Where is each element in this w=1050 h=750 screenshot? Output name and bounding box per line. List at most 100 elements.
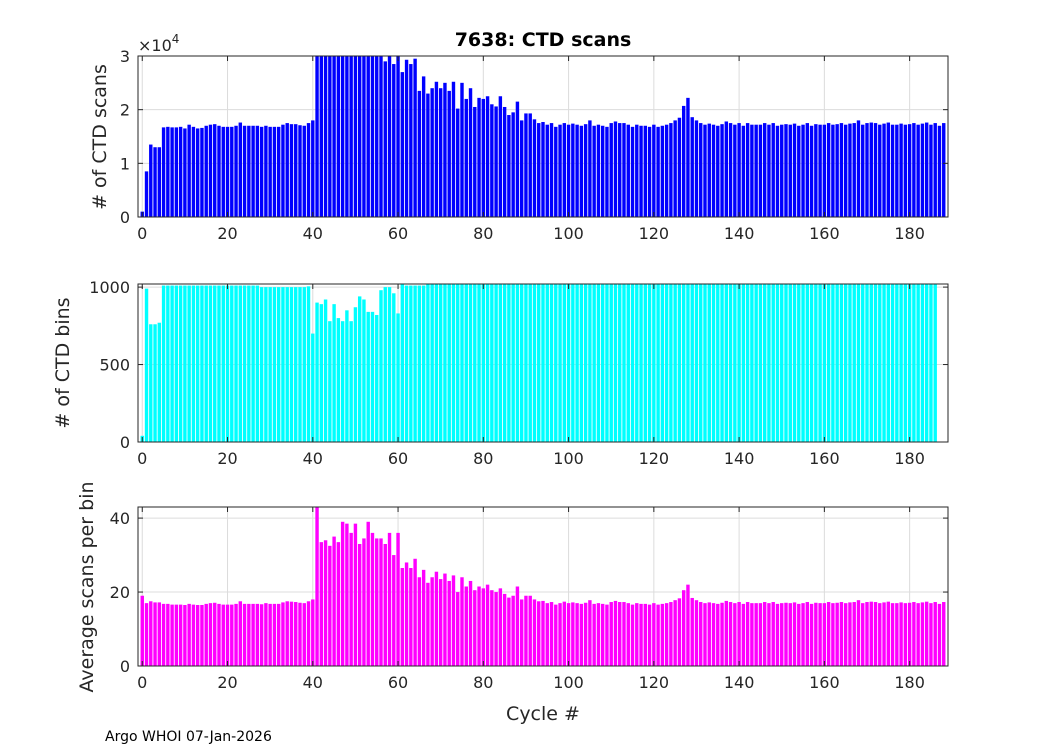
ctd-scans-bar — [430, 88, 434, 217]
ctd-scans-bar — [400, 72, 405, 217]
avg-scans-bar — [703, 603, 707, 666]
ctd-bins-bar — [775, 284, 780, 442]
avg-scans-bar — [481, 588, 486, 666]
ctd-scans-bar — [477, 97, 481, 217]
ctd-bins-bar — [818, 284, 822, 442]
ctd-scans-bar — [434, 81, 439, 217]
avg-scans-bar — [259, 604, 264, 666]
ctd-scans-bar — [694, 120, 699, 217]
ctd-scans-bar — [699, 123, 703, 217]
avg-scans-xtick-label: 80 — [473, 673, 493, 692]
ctd-scans-panel: 0 20 40 60 80 100 120 140 160 180 0 1 2 3 # of CTD s… — [89, 29, 949, 243]
avg-scans-bar — [178, 604, 183, 666]
ctd-bins-bar — [780, 284, 784, 442]
ctd-bins-bar — [490, 284, 494, 442]
avg-scans-bar — [554, 604, 558, 666]
ctd-scans-bar — [737, 123, 741, 217]
ctd-bins-bar — [575, 284, 579, 442]
avg-scans-bar — [728, 602, 733, 666]
avg-scans-bar — [498, 588, 503, 666]
ctd-bins-bar — [805, 284, 810, 442]
ctd-bins-bar — [302, 287, 306, 442]
ctd-bins-bar — [720, 284, 724, 442]
ctd-bins-bar — [447, 284, 451, 442]
ctd-bins-bar — [848, 284, 852, 442]
ctd-scans-bar — [575, 124, 579, 217]
ctd-scans-bar — [187, 124, 191, 217]
avg-scans-bar — [438, 579, 443, 666]
ctd-scans-bar — [758, 124, 763, 217]
ctd-scans-bar — [328, 56, 332, 217]
ctd-bins-bar — [677, 284, 682, 442]
avg-scans-bar — [379, 538, 383, 666]
ctd-bins-bar — [681, 284, 686, 442]
avg-scans-bar — [771, 602, 775, 666]
ctd-bins-bar — [737, 284, 741, 442]
ctd-scans-bar — [899, 123, 903, 217]
avg-scans-bar — [716, 603, 720, 666]
ctd-scans-bar — [571, 123, 575, 217]
avg-scans-bar — [490, 590, 494, 666]
ctd-scans-ytick-label: 3 — [120, 47, 130, 66]
ctd-bins-bar — [618, 284, 622, 442]
ctd-bins-ylabel: # of CTD bins — [52, 297, 74, 428]
ctd-scans-bar — [315, 56, 319, 217]
ctd-bins-xtick-label: 160 — [809, 449, 840, 468]
ctd-scans-bar — [208, 124, 213, 217]
avg-scans-bar — [805, 602, 810, 666]
avg-scans-bar — [583, 602, 588, 666]
ctd-bins-bar — [366, 311, 370, 442]
avg-scans-bar — [907, 602, 912, 666]
avg-scans-bar — [485, 584, 490, 666]
ctd-scans-bar — [873, 123, 878, 217]
ctd-bins-bar — [230, 285, 234, 442]
avg-scans-bar — [899, 602, 903, 666]
ctd-scans-bar — [251, 125, 255, 217]
ctd-bins-bar — [259, 287, 264, 442]
ctd-bins-bar — [907, 284, 912, 442]
ctd-scans-bar — [652, 124, 656, 217]
ctd-scans-bar — [716, 125, 720, 217]
ctd-scans-bar — [895, 124, 899, 217]
ctd-scans-bar — [473, 106, 477, 217]
ctd-scans-bar — [404, 59, 409, 218]
ctd-bins-bar — [716, 284, 720, 442]
avg-scans-bar — [741, 603, 746, 666]
ctd-bins-bar — [664, 284, 669, 442]
ctd-bins-xtick-label: 140 — [724, 449, 755, 468]
ctd-scans-bar — [805, 123, 810, 217]
ctd-bins-bar — [912, 284, 916, 442]
ctd-scans-bar — [174, 127, 179, 217]
ctd-scans-bar — [566, 124, 571, 217]
ctd-scans-bar — [447, 90, 451, 217]
ctd-bins-bar — [515, 284, 520, 442]
ctd-bins-bar — [336, 318, 341, 442]
ctd-bins-xtick-label: 40 — [303, 449, 323, 468]
ctd-scans-bar — [549, 123, 554, 217]
ctd-scans-bar — [230, 126, 234, 217]
ctd-scans-bar — [681, 105, 686, 217]
ctd-scans-bar — [255, 125, 260, 217]
ctd-bins-bar — [396, 313, 400, 442]
avg-scans-bar — [311, 599, 315, 666]
ctd-bins-bar — [929, 284, 933, 442]
avg-scans-bar — [238, 601, 243, 666]
avg-scans-bar — [609, 602, 613, 666]
ctd-scans-bar — [370, 56, 375, 217]
ctd-bins-bar — [643, 284, 648, 442]
ctd-scans-bar — [622, 123, 626, 217]
avg-scans-panel: 0 20 40 60 80 100 120 140 160 180 0 20 40 Average s… — [76, 481, 949, 725]
ctd-scans-bar — [933, 123, 937, 217]
avg-scans-bar — [396, 532, 400, 666]
avg-scans-bar — [780, 603, 784, 666]
ctd-scans-bar — [413, 58, 417, 218]
ctd-bins-bar — [562, 284, 567, 442]
ctd-bins-bar — [498, 284, 503, 442]
avg-scans-bar — [251, 603, 255, 666]
avg-scans-bar — [387, 532, 392, 666]
avg-scans-bar — [430, 577, 434, 666]
ctd-scans-bar — [818, 124, 822, 217]
ctd-bins-bar — [630, 284, 635, 442]
ctd-bins-bar — [724, 284, 729, 442]
avg-scans-bar — [754, 603, 758, 666]
